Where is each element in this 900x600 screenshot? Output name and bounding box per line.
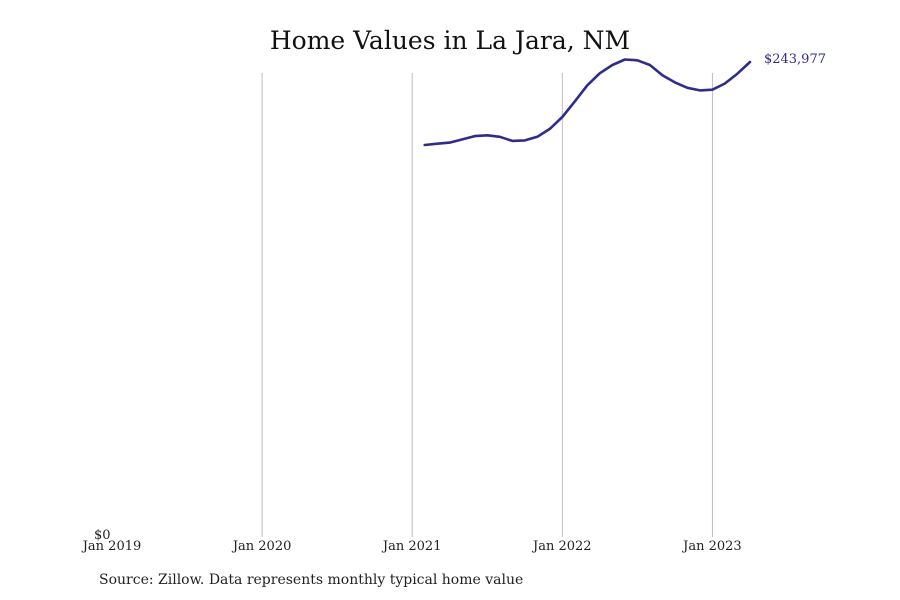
x-tick-label: Jan 2020 xyxy=(231,539,292,554)
chart-title: Home Values in La Jara, NM xyxy=(269,26,631,55)
series-layer: $243,977 xyxy=(423,52,826,147)
y-tick-label: $0 xyxy=(94,528,111,543)
x-tick-label: Jan 2023 xyxy=(681,539,742,554)
x-axis: Jan 2019 Jan 2020 Jan 2021 Jan 2022 Jan 2023 xyxy=(81,539,742,554)
y-axis: $0 xyxy=(94,528,111,543)
end-value-label: $243,977 xyxy=(764,52,826,67)
x-tick-label: Jan 2022 xyxy=(531,539,592,554)
x-tick-label: Jan 2019 xyxy=(81,539,142,554)
x-tick-label: Jan 2021 xyxy=(381,539,442,554)
series-line xyxy=(423,58,752,147)
source-note: Source: Zillow. Data represents monthly … xyxy=(99,572,524,588)
gridlines xyxy=(261,73,713,537)
